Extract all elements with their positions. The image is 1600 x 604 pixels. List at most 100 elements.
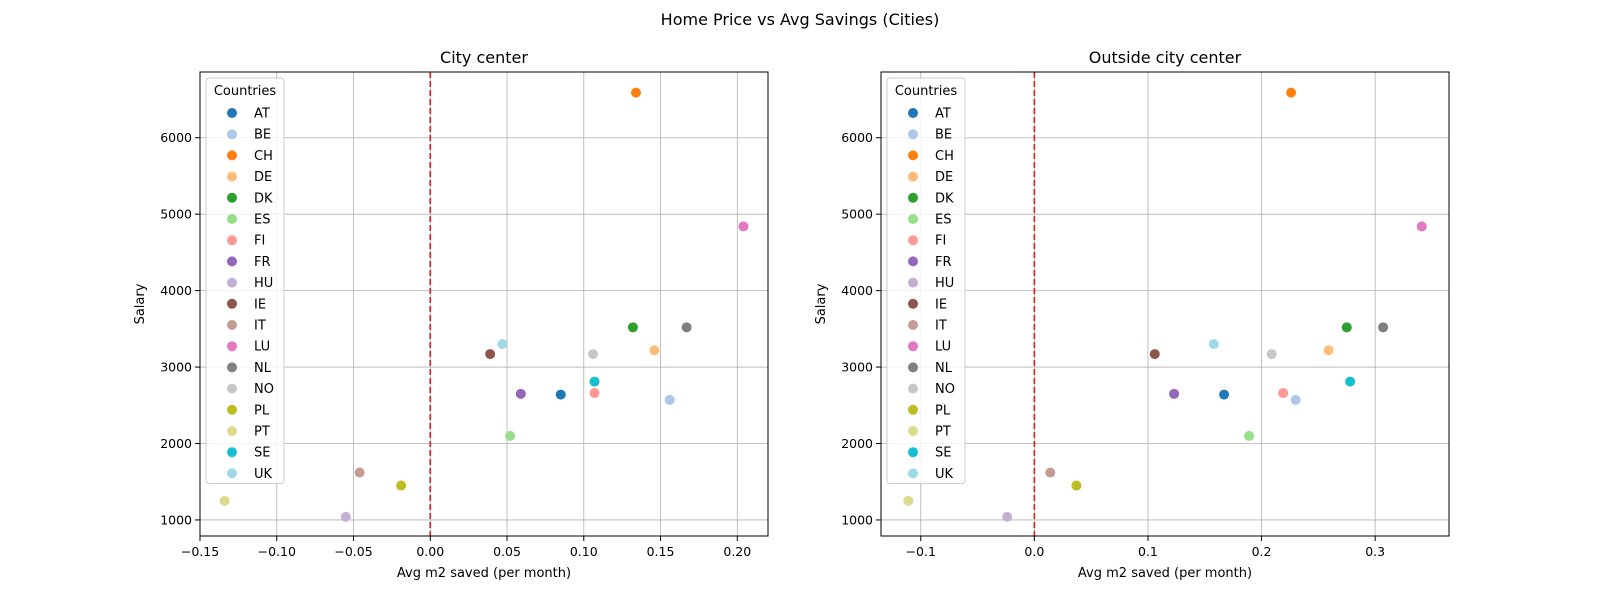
data-point-at [555,389,566,400]
legend-marker-fi [908,235,918,246]
x-tick-label: −0.15 [181,544,219,559]
legend-label-no: NO [254,382,274,397]
data-point-it [354,467,365,478]
legend-marker-nl [227,362,237,373]
legend-marker-be [908,129,918,140]
legend-marker-pl [908,404,918,415]
legend-title: Countries [214,84,277,99]
y-tick-label: 1000 [841,512,873,527]
y-tick-label: 2000 [841,436,873,451]
data-point-at [1219,389,1230,400]
legend-marker-uk [227,468,237,479]
legend-label-es: ES [254,213,270,228]
data-point-it [1045,467,1056,478]
legend-label-ch: CH [935,149,954,164]
legend-label-hu: HU [935,276,954,291]
legend-marker-lu [227,341,237,352]
legend-marker-no [227,383,237,394]
legend-label-fi: FI [254,234,265,249]
x-tick-label: 0.0 [1024,544,1044,559]
x-tick-label: −0.1 [906,544,936,559]
data-point-no [1266,349,1277,360]
legend-label-be: BE [254,128,271,143]
legend-label-fi: FI [935,234,946,249]
y-tick-label: 5000 [160,207,192,222]
legend-label-fr: FR [935,255,952,270]
figure-title: Home Price vs Avg Savings (Cities) [661,10,940,29]
data-point-nl [1378,322,1389,333]
data-point-uk [497,339,508,350]
scatter-panel-1: −0.15 −0.10 −0.05 0.00 0.05 0.10 0.15 0.20 1000 2… [133,48,769,581]
legend-marker-se [908,447,918,458]
data-point-be [1290,394,1301,405]
x-tick-label: −0.10 [258,544,296,559]
panel-title: City center [440,48,528,67]
legend-marker-fi [227,235,237,246]
data-point-de [649,345,660,356]
legend-label-hu: HU [254,276,273,291]
data-point-be [664,394,675,405]
legend-title: Countries [895,84,958,99]
legend-marker-hu [227,277,237,288]
legend-label-nl: NL [935,361,953,376]
legend-label-ch: CH [254,149,273,164]
legend-label-nl: NL [254,361,272,376]
data-point-pt [219,495,230,506]
legend-label-pl: PL [935,403,951,418]
legend-marker-ie [908,298,918,309]
data-point-fi [1278,388,1289,399]
legend-marker-es [227,214,237,224]
legend-marker-at [227,108,237,118]
legend: Countries AT BE CH DE DK ES FI FR HU IE IT LU NL NO PL P… [886,77,966,485]
y-tick-label: 2000 [160,436,192,451]
legend-label-fr: FR [254,255,271,270]
legend-marker-ie [227,298,237,309]
legend-marker-es [908,214,918,224]
legend-label-it: IT [254,319,266,334]
x-tick-label: 0.20 [723,544,751,559]
y-tick-label: 6000 [160,130,192,145]
legend-marker-be [227,129,237,140]
data-point-dk [627,322,638,333]
legend-label-se: SE [935,446,951,461]
legend-label-uk: UK [254,467,273,482]
legend-label-at: AT [254,107,270,122]
legend-label-at: AT [935,107,951,122]
panel-title: Outside city center [1089,48,1242,67]
legend-label-it: IT [935,319,947,334]
y-axis-label: Salary [814,283,829,324]
legend-box [886,77,966,485]
legend-label-se: SE [254,446,270,461]
legend-marker-it [227,320,237,330]
data-point-fr [515,388,526,399]
x-tick-label: 0.2 [1252,544,1272,559]
legend-marker-hu [908,277,918,288]
x-tick-label: 0.05 [493,544,521,559]
legend-marker-fr [227,256,237,267]
legend-marker-de [908,171,918,182]
y-tick-label: 1000 [160,512,192,527]
y-tick-label: 4000 [841,283,873,298]
plot-area [200,72,768,536]
x-tick-label: −0.05 [334,544,372,559]
data-point-lu [1416,221,1427,232]
x-tick-label: 0.3 [1365,544,1385,559]
legend-label-be: BE [935,128,952,143]
scatter-panel-2: −0.1 0.0 0.1 0.2 0.3 1000 2000 3000 4000 5000 6000… [814,48,1450,581]
data-point-es [1244,430,1255,441]
data-point-ie [1149,349,1160,360]
y-tick-label: 5000 [841,207,873,222]
legend-box [205,77,285,485]
legend-label-de: DE [935,170,953,185]
legend-marker-se [227,447,237,458]
legend-label-pl: PL [254,403,270,418]
legend-marker-ch [908,150,918,161]
data-point-pt [903,495,914,506]
legend-marker-uk [908,468,918,479]
y-tick-label: 3000 [841,360,873,375]
x-tick-label: 0.00 [416,544,444,559]
legend-marker-nl [908,362,918,373]
data-point-lu [738,221,749,232]
x-tick-label: 0.10 [570,544,598,559]
